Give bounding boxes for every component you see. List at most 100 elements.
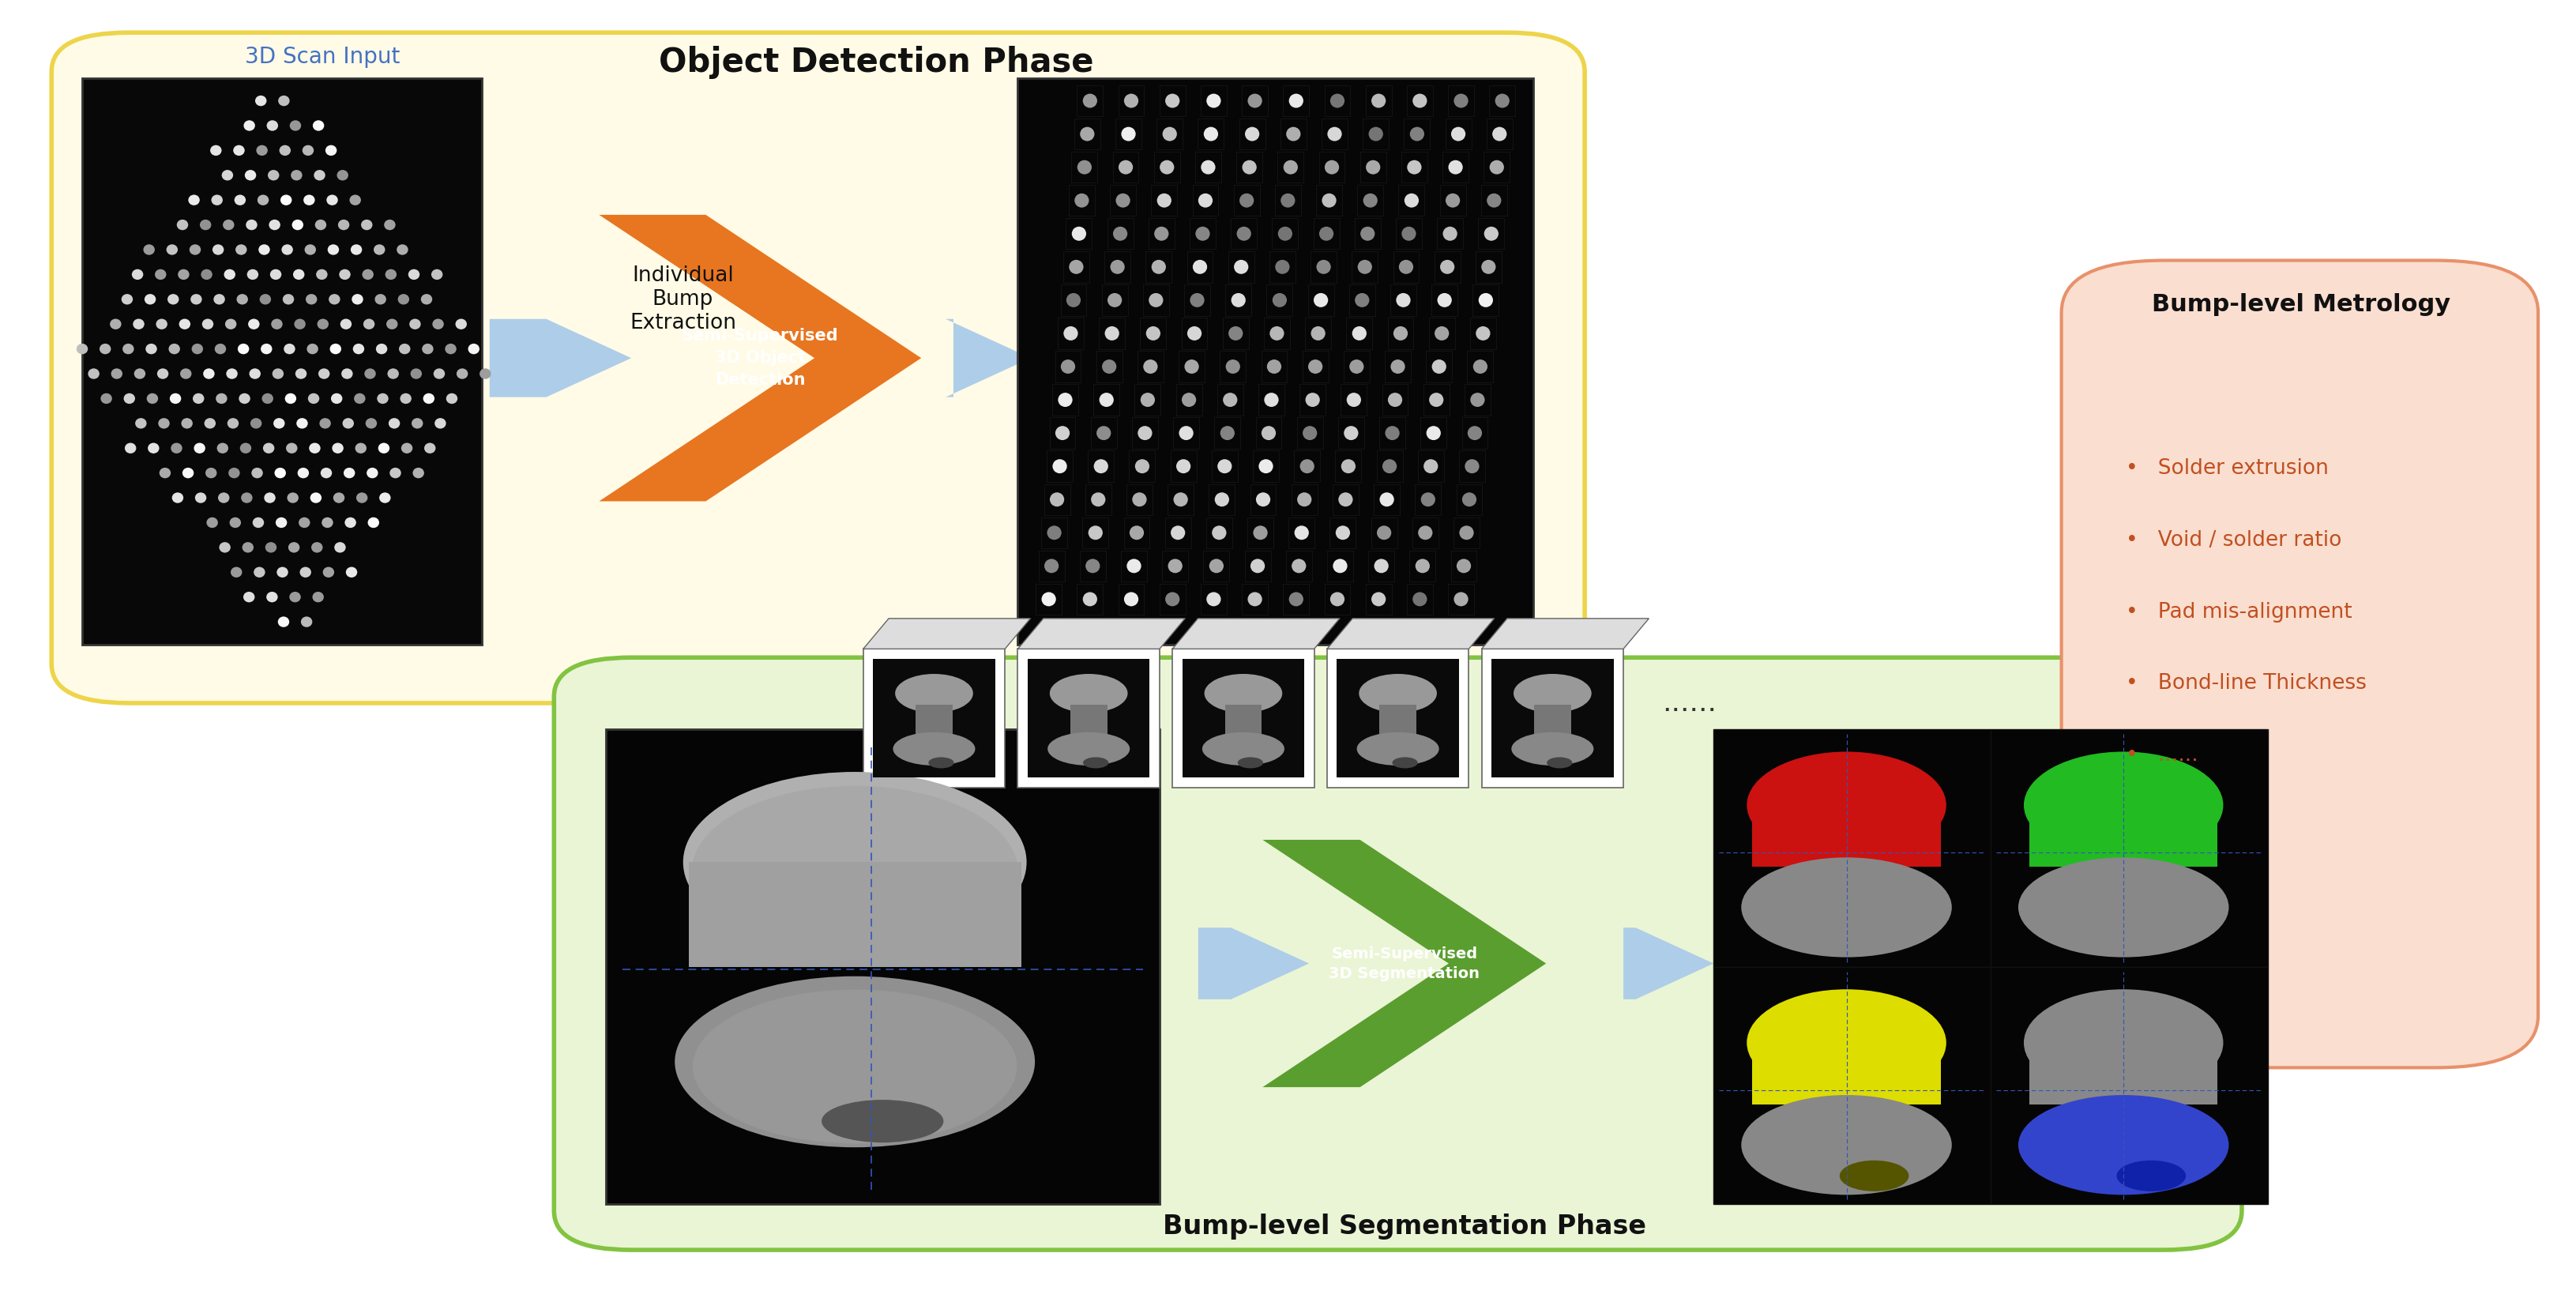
Ellipse shape (1512, 674, 1592, 712)
Ellipse shape (355, 492, 368, 503)
Ellipse shape (201, 220, 211, 230)
Text: ......: ...... (1662, 690, 1716, 716)
Ellipse shape (314, 220, 327, 230)
Ellipse shape (319, 418, 330, 428)
Ellipse shape (1084, 559, 1100, 573)
FancyBboxPatch shape (1028, 659, 1149, 777)
Ellipse shape (1396, 293, 1409, 307)
Ellipse shape (397, 245, 407, 255)
FancyBboxPatch shape (52, 33, 1584, 703)
Ellipse shape (1370, 592, 1386, 607)
Ellipse shape (1378, 492, 1394, 506)
Ellipse shape (1360, 227, 1376, 241)
Ellipse shape (1113, 227, 1128, 241)
Ellipse shape (299, 566, 312, 578)
Polygon shape (1481, 618, 1649, 648)
FancyBboxPatch shape (873, 659, 994, 777)
Ellipse shape (384, 220, 394, 230)
Text: Semi-Supervised
3D Segmentation: Semi-Supervised 3D Segmentation (1329, 947, 1479, 980)
Ellipse shape (1350, 359, 1363, 374)
Ellipse shape (1203, 674, 1283, 712)
Ellipse shape (1358, 260, 1370, 273)
Polygon shape (1996, 875, 2074, 948)
Ellipse shape (363, 368, 376, 379)
Ellipse shape (121, 294, 134, 305)
Ellipse shape (1406, 160, 1422, 174)
Ellipse shape (1489, 160, 1504, 174)
Ellipse shape (1414, 559, 1430, 573)
Ellipse shape (1352, 327, 1365, 340)
FancyBboxPatch shape (688, 862, 1020, 966)
Ellipse shape (1048, 674, 1128, 712)
Ellipse shape (131, 270, 144, 280)
Ellipse shape (1437, 293, 1450, 307)
Ellipse shape (1064, 327, 1077, 340)
Ellipse shape (1443, 227, 1458, 241)
Ellipse shape (193, 393, 204, 404)
Ellipse shape (1108, 293, 1121, 307)
Ellipse shape (1319, 227, 1334, 241)
Polygon shape (489, 319, 631, 397)
Ellipse shape (1128, 526, 1144, 540)
Ellipse shape (224, 270, 234, 280)
Ellipse shape (1278, 227, 1293, 241)
Ellipse shape (1345, 426, 1358, 440)
Ellipse shape (1198, 194, 1213, 207)
Ellipse shape (155, 270, 167, 280)
Ellipse shape (1409, 126, 1425, 141)
Ellipse shape (268, 220, 281, 230)
Ellipse shape (1206, 94, 1221, 108)
Ellipse shape (1154, 227, 1170, 241)
Ellipse shape (1103, 359, 1115, 374)
Ellipse shape (1494, 94, 1510, 108)
Ellipse shape (1355, 293, 1368, 307)
Ellipse shape (1151, 260, 1164, 273)
Ellipse shape (1324, 160, 1340, 174)
Ellipse shape (1476, 327, 1489, 340)
Ellipse shape (399, 393, 412, 404)
Ellipse shape (260, 294, 270, 305)
Ellipse shape (178, 220, 188, 230)
Ellipse shape (214, 344, 227, 354)
Ellipse shape (245, 171, 255, 181)
Ellipse shape (1159, 160, 1175, 174)
Ellipse shape (252, 467, 263, 478)
Ellipse shape (1391, 758, 1417, 768)
Ellipse shape (301, 145, 314, 156)
Ellipse shape (1267, 359, 1280, 374)
FancyBboxPatch shape (605, 729, 1159, 1204)
Ellipse shape (242, 591, 255, 603)
Ellipse shape (1453, 592, 1468, 607)
FancyBboxPatch shape (1752, 1057, 1940, 1104)
Ellipse shape (240, 393, 250, 404)
Text: 3D Scan Input: 3D Scan Input (245, 46, 399, 68)
Ellipse shape (216, 393, 227, 404)
Ellipse shape (433, 319, 443, 329)
Ellipse shape (234, 145, 245, 156)
Ellipse shape (258, 245, 270, 255)
Ellipse shape (273, 368, 283, 379)
Ellipse shape (291, 171, 301, 181)
Ellipse shape (350, 195, 361, 206)
Ellipse shape (1123, 592, 1139, 607)
Ellipse shape (294, 319, 307, 329)
Ellipse shape (894, 732, 974, 766)
Ellipse shape (301, 617, 312, 628)
Ellipse shape (170, 443, 183, 453)
Ellipse shape (319, 368, 330, 379)
FancyBboxPatch shape (2030, 819, 2218, 867)
Ellipse shape (245, 220, 258, 230)
Ellipse shape (894, 674, 974, 712)
Ellipse shape (160, 467, 170, 478)
Ellipse shape (314, 171, 325, 181)
Ellipse shape (111, 319, 121, 329)
Ellipse shape (77, 344, 88, 354)
Ellipse shape (227, 368, 237, 379)
Ellipse shape (1365, 160, 1381, 174)
Polygon shape (863, 618, 1030, 648)
Ellipse shape (204, 418, 216, 428)
Ellipse shape (242, 542, 252, 552)
Ellipse shape (1082, 758, 1108, 768)
Ellipse shape (1180, 426, 1193, 440)
Ellipse shape (245, 120, 255, 132)
